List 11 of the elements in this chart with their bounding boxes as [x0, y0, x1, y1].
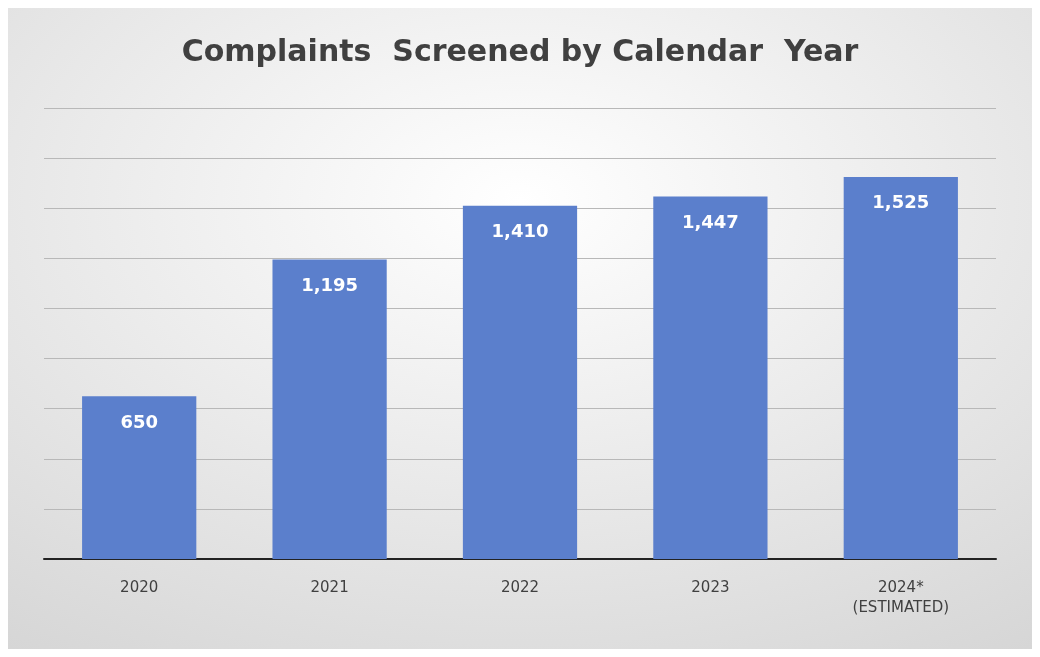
chart-title: Complaints Screened by Calendar Year [181, 32, 859, 68]
data-label: 650 [120, 410, 158, 432]
x-tick-label: 2024* (ESTIMATED) [852, 578, 950, 616]
x-tick-label: 2021 [310, 578, 349, 596]
x-tick-label: 2022 [500, 578, 540, 596]
x-tick-label: 2023 [691, 578, 730, 596]
data-label: 1,447 [681, 210, 739, 232]
data-label: 1,410 [491, 220, 549, 242]
x-tick-label: 2020 [120, 578, 159, 596]
data-label: 1,525 [872, 191, 930, 213]
data-label: 1,195 [301, 274, 359, 296]
